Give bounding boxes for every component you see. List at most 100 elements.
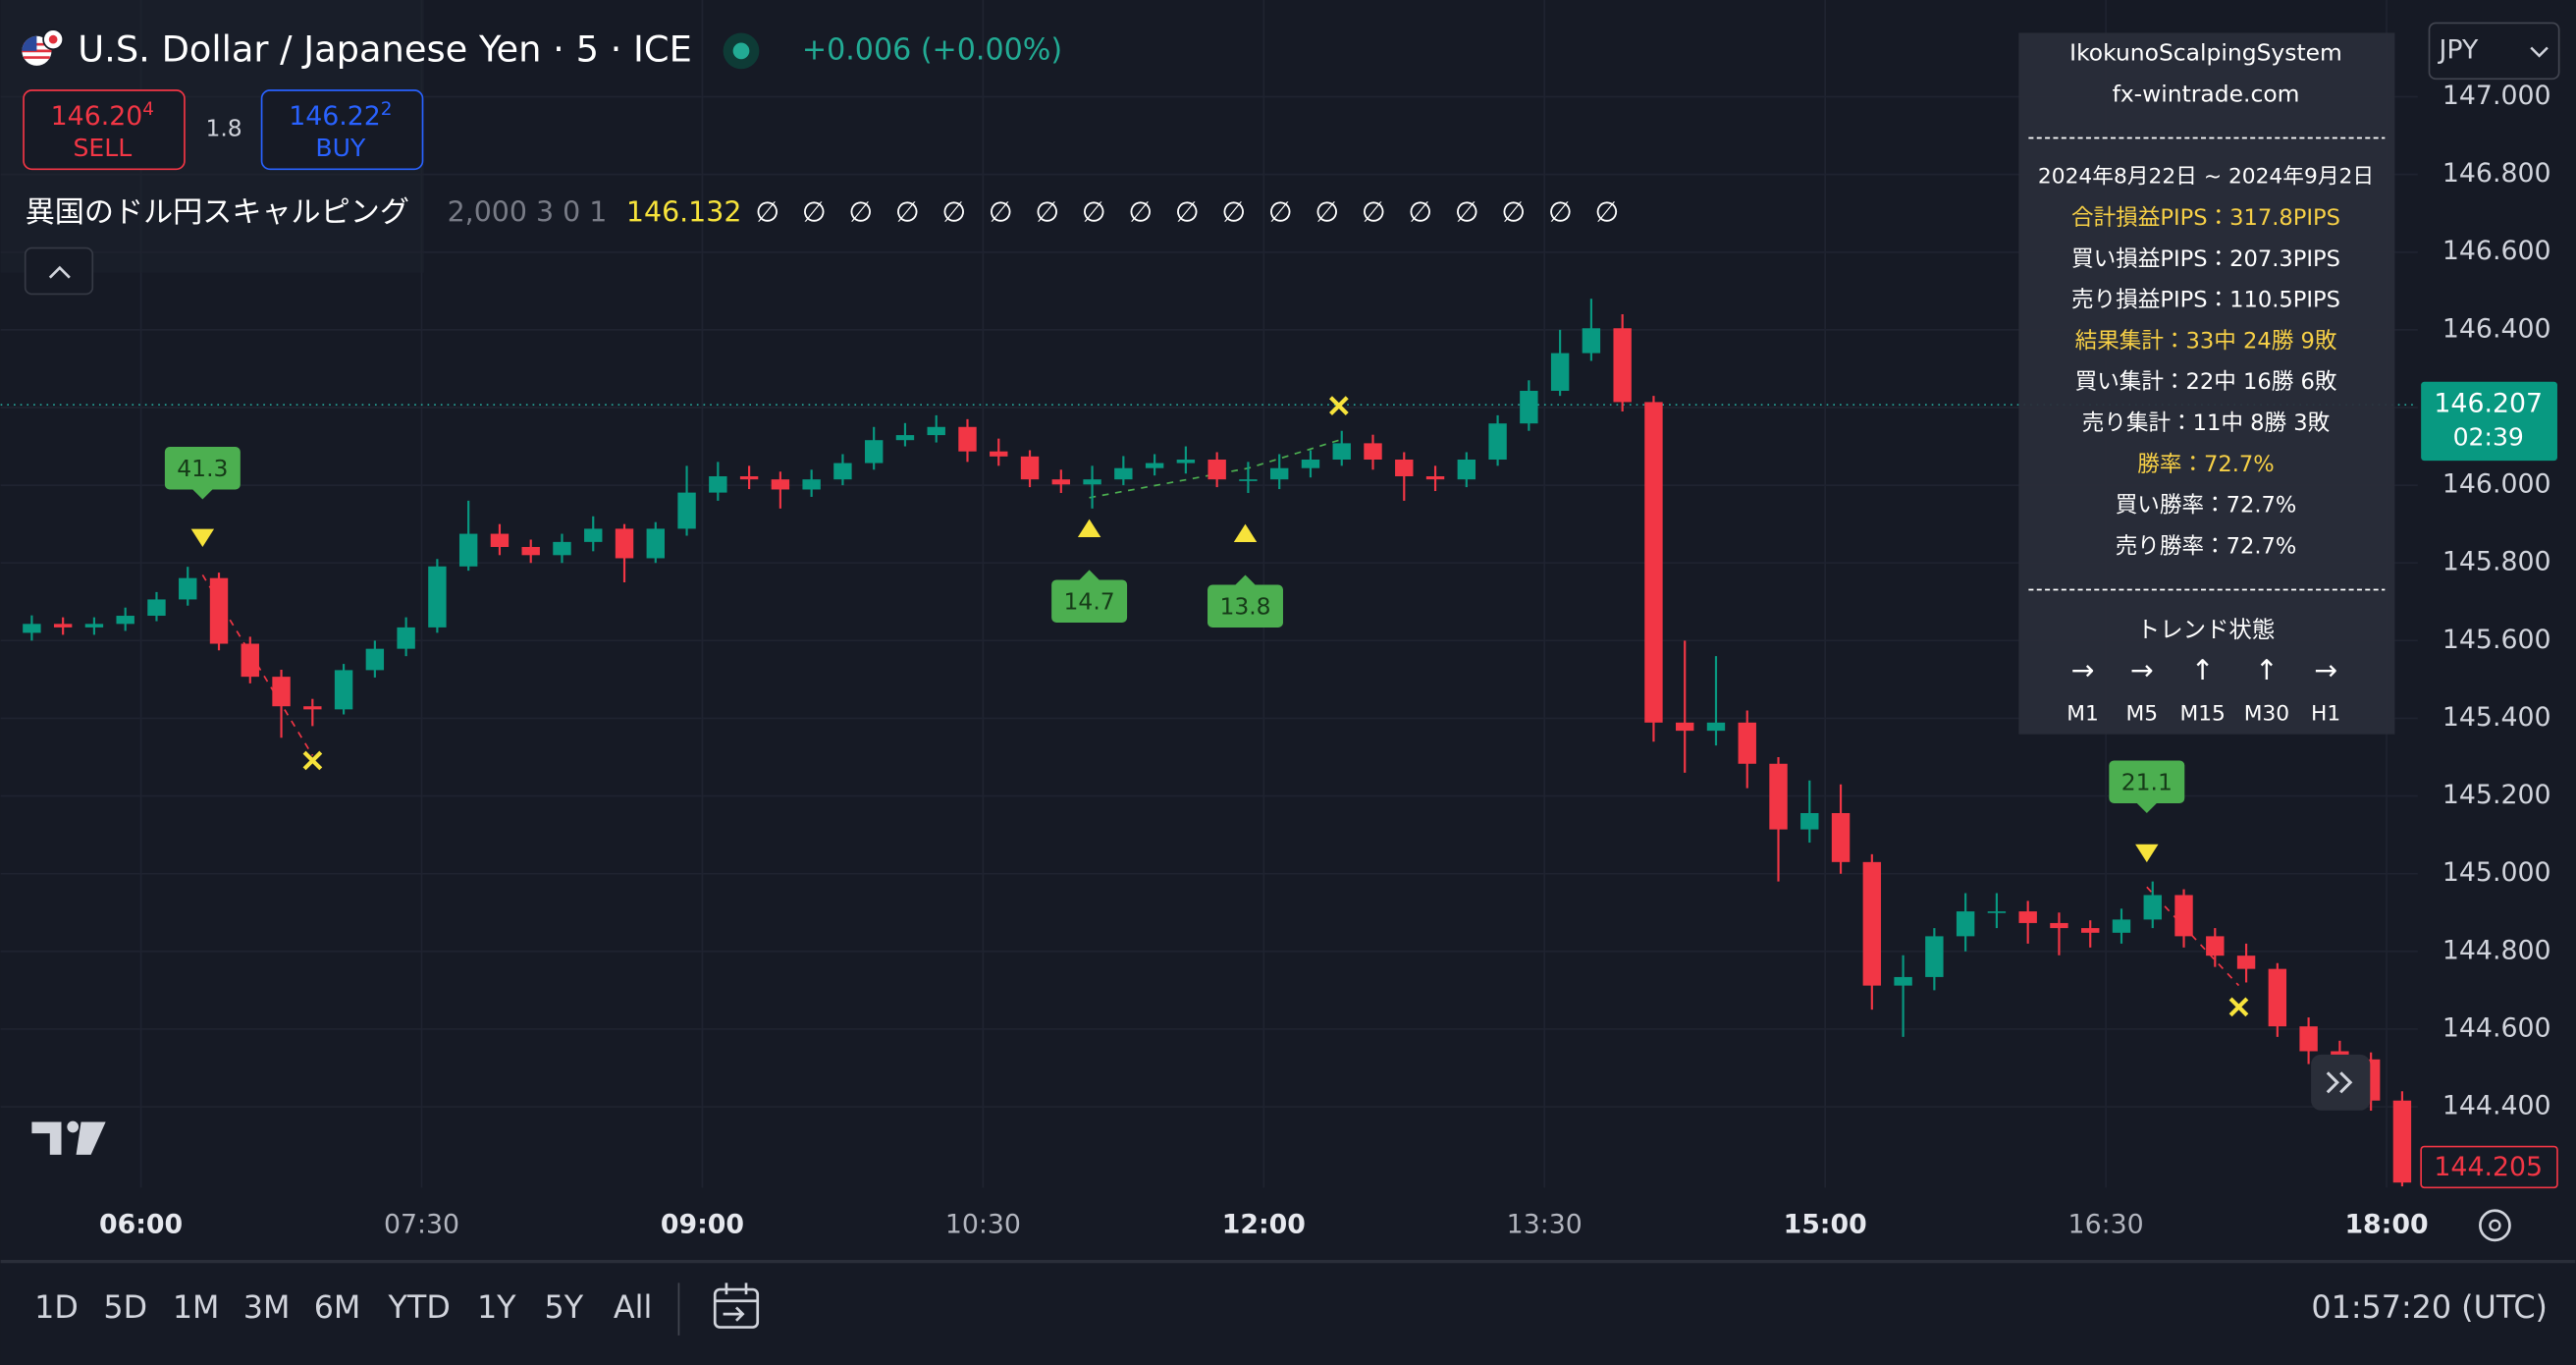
signal-label-box (2109, 760, 2185, 803)
y-tick-label: 146.000 (2442, 469, 2551, 500)
range-button[interactable]: 1Y (477, 1290, 516, 1326)
panel-line: 売り勝率：72.7% (2116, 534, 2297, 560)
candle-body (1738, 722, 1756, 764)
trend-timeframe: M30 (2244, 702, 2289, 727)
candle-body (490, 533, 510, 548)
x-tick-label: 06:00 (99, 1209, 183, 1239)
candle-body (365, 648, 385, 671)
currency-select[interactable] (2428, 22, 2560, 81)
collapse-icon (48, 265, 71, 279)
candle-body (116, 616, 134, 625)
flag-canton (22, 35, 37, 51)
candle-body (2268, 968, 2287, 1027)
y-tick-label: 146.800 (2442, 158, 2551, 189)
candle-body (802, 479, 821, 490)
indicator-symbol: ∅ (989, 195, 1013, 228)
panel-line: 結果集計：33中 24勝 9敗 (2075, 328, 2337, 354)
range-button[interactable]: 5Y (545, 1290, 584, 1326)
panel-line: 買い勝率：72.7% (2116, 493, 2297, 519)
sell-label: SELL (73, 134, 132, 162)
sell-price: 146.204 (51, 99, 154, 131)
signal-label: 13.8 (1219, 592, 1270, 620)
candle-body (1613, 328, 1632, 403)
goto-date-button[interactable] (713, 1283, 760, 1329)
indicator-symbols: ∅ ∅ ∅ ∅ ∅ ∅ ∅ ∅ ∅ ∅ ∅ ∅ ∅ ∅ ∅ ∅ ∅ ∅ ∅ (755, 195, 1619, 228)
candle-body (428, 566, 447, 628)
y-tick-label: 146.600 (2442, 236, 2551, 266)
indicator-symbol: ∅ (1175, 195, 1200, 228)
panel-line: 買い損益PIPS：207.3PIPS (2071, 246, 2340, 272)
trend-timeframe: M5 (2125, 702, 2158, 727)
candle-body (1800, 812, 1819, 830)
candle-body (1301, 459, 1320, 468)
candle-body (1644, 402, 1663, 723)
indicator-params: 2,000 3 0 1 (448, 195, 608, 228)
symbol-flag (22, 28, 65, 66)
trend-timeframe: M15 (2179, 702, 2225, 727)
candle-body (709, 476, 727, 493)
last-price-box (2420, 1145, 2558, 1189)
flag-jp-dot (48, 34, 58, 44)
candle-body (2143, 895, 2162, 920)
signal-label: 21.1 (2121, 768, 2173, 795)
candle-body (303, 706, 322, 710)
y-tick-label: 146.400 (2442, 313, 2551, 344)
calendar-detail (715, 1283, 758, 1322)
candle-body (2299, 1026, 2318, 1052)
settings-icon (2489, 1219, 2501, 1232)
candle-body (84, 624, 104, 628)
candle-body (1425, 476, 1445, 480)
range-button[interactable]: All (614, 1290, 652, 1326)
candle-body (1083, 479, 1101, 485)
y-tick-label: 145.200 (2442, 780, 2551, 810)
trend-arrow: ↑ (2255, 654, 2279, 686)
current-price-box (2421, 381, 2557, 462)
x-tick-label: 09:00 (661, 1209, 744, 1239)
signal-label: 14.7 (1064, 587, 1115, 615)
candle-body (1706, 722, 1726, 732)
spread: 1.8 (205, 115, 242, 142)
collapse-button[interactable] (24, 246, 94, 296)
signal-label-box (164, 446, 241, 490)
indicator-symbol: ∅ (941, 195, 966, 228)
scroll-right-button[interactable] (2311, 1054, 2371, 1111)
panel-line: 売り集計：11中 8勝 3敗 (2082, 410, 2330, 436)
range-button[interactable]: 1M (173, 1290, 220, 1326)
settings-button[interactable] (2479, 1209, 2511, 1242)
x-tick-label: 18:00 (2344, 1209, 2428, 1239)
candle-body (1051, 479, 1071, 485)
candle-body (1862, 861, 1882, 986)
trend-timeframe: M1 (2066, 702, 2099, 727)
indicator-symbol: ∅ (1082, 195, 1106, 228)
candle-body (646, 528, 665, 559)
candle-body (2050, 922, 2068, 929)
candle-body (1145, 463, 1164, 468)
range-button[interactable]: 3M (243, 1290, 291, 1326)
candle-body (1987, 911, 2007, 913)
range-button[interactable]: 6M (314, 1290, 361, 1326)
buy-button[interactable] (260, 89, 424, 171)
y-tick-label: 145.800 (2442, 547, 2551, 577)
indicator-symbol: ∅ (755, 195, 779, 228)
indicator-symbol: ∅ (1455, 195, 1479, 228)
panel-line: 売り損益PIPS：110.5PIPS (2071, 288, 2340, 313)
buy-label: BUY (315, 134, 366, 162)
panel-title: IkokunoScalpingSystem (2069, 39, 2342, 67)
y-tick-label: 145.400 (2442, 702, 2551, 733)
info-panel-content: IkokunoScalpingSystem fx-wintrade.com 2024… (2038, 39, 2374, 727)
indicator-symbol: ∅ (1315, 195, 1339, 228)
candle-body (958, 426, 977, 452)
indicator-symbol: ∅ (1501, 195, 1526, 228)
guide (2146, 886, 2240, 987)
range-button[interactable]: 5D (103, 1290, 147, 1326)
range-button[interactable]: 1D (34, 1290, 79, 1326)
range-button[interactable]: YTD (388, 1290, 451, 1326)
sell-button[interactable] (23, 89, 186, 171)
candles (23, 299, 2412, 1187)
candle-body (1269, 467, 1289, 480)
indicator-symbol: ∅ (1268, 195, 1293, 228)
panel-line: 買い集計：22中 16勝 6敗 (2075, 369, 2337, 395)
currency: JPY (2438, 34, 2479, 65)
